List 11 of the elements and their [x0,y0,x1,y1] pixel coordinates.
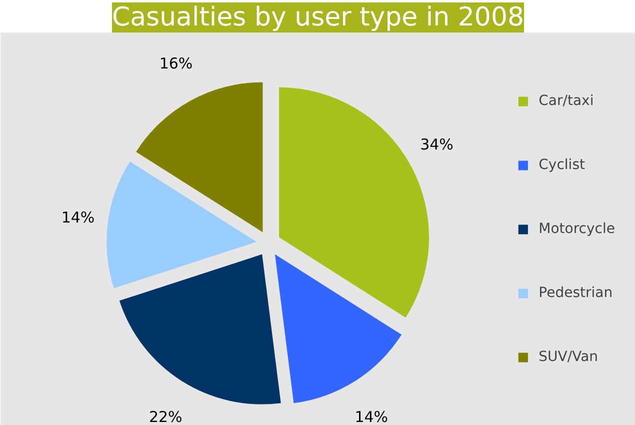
chart-title: Casualties by user type in 2008 [112,2,524,32]
data-label: 22% [148,408,182,425]
data-label: 34% [420,135,454,154]
data-label: 16% [159,54,193,72]
data-label: 14% [354,408,388,425]
data-label: 14% [61,208,95,227]
legend-label: Car/taxi [538,92,594,108]
legend-label: SUV/Van [538,348,598,364]
legend-label: Motorcycle [538,220,615,236]
legend-label: Cyclist [538,156,585,172]
legend-label: Pedestrian [538,284,613,300]
